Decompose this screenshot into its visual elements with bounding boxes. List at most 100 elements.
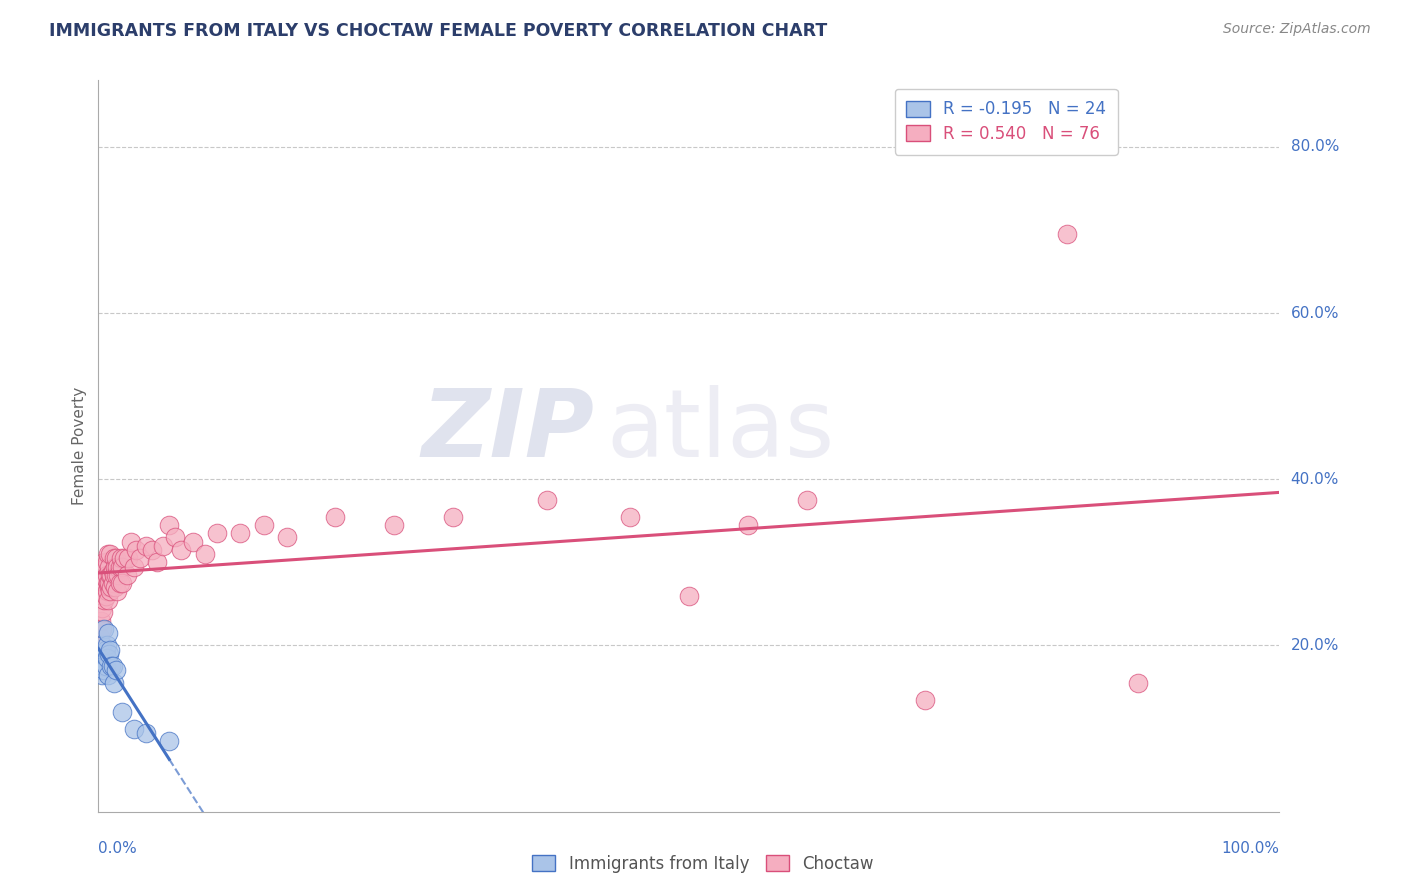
- Point: [97, 592, 120, 607]
- Text: 60.0%: 60.0%: [1291, 306, 1339, 320]
- Text: 0.0%: 0.0%: [98, 841, 138, 856]
- Point: [103, 567, 125, 582]
- Point: [91, 639, 114, 653]
- Point: [98, 576, 121, 591]
- Point: [105, 584, 128, 599]
- Text: Source: ZipAtlas.com: Source: ZipAtlas.com: [1223, 22, 1371, 37]
- Point: [98, 559, 121, 574]
- Point: [536, 493, 558, 508]
- Point: [94, 559, 117, 574]
- Point: [97, 626, 120, 640]
- Point: [152, 539, 174, 553]
- Point: [91, 659, 114, 673]
- Point: [103, 551, 125, 566]
- Legend: R = -0.195   N = 24, R = 0.540   N = 76: R = -0.195 N = 24, R = 0.540 N = 76: [894, 88, 1118, 154]
- Point: [101, 576, 124, 591]
- Point: [96, 555, 118, 569]
- Point: [112, 551, 135, 566]
- Point: [98, 547, 121, 561]
- Point: [104, 580, 127, 594]
- Point: [170, 542, 193, 557]
- Point: [111, 576, 134, 591]
- Point: [678, 589, 700, 603]
- Point: [105, 664, 128, 678]
- Point: [111, 559, 134, 574]
- Point: [135, 725, 157, 739]
- Point: [101, 564, 124, 578]
- Point: [1126, 676, 1149, 690]
- Point: [165, 530, 187, 544]
- Point: [105, 551, 128, 566]
- Point: [96, 639, 118, 653]
- Point: [105, 559, 128, 574]
- Point: [1056, 227, 1078, 241]
- Point: [98, 580, 121, 594]
- Point: [96, 567, 118, 582]
- Point: [90, 614, 112, 628]
- Point: [91, 647, 114, 661]
- Point: [91, 667, 114, 681]
- Point: [91, 601, 114, 615]
- Point: [117, 551, 139, 566]
- Point: [121, 534, 143, 549]
- Point: [97, 667, 120, 681]
- Text: 100.0%: 100.0%: [1222, 841, 1279, 856]
- Point: [115, 567, 138, 582]
- Point: [91, 605, 114, 619]
- Point: [93, 664, 115, 678]
- Point: [229, 526, 252, 541]
- Text: ZIP: ZIP: [422, 385, 595, 477]
- Text: 20.0%: 20.0%: [1291, 638, 1339, 653]
- Point: [93, 592, 115, 607]
- Point: [94, 572, 117, 586]
- Point: [97, 576, 120, 591]
- Text: 40.0%: 40.0%: [1291, 472, 1339, 487]
- Point: [737, 518, 759, 533]
- Point: [323, 509, 346, 524]
- Point: [157, 518, 180, 533]
- Point: [441, 509, 464, 524]
- Point: [914, 692, 936, 706]
- Point: [111, 705, 134, 719]
- Point: [94, 659, 117, 673]
- Point: [93, 576, 115, 591]
- Point: [108, 576, 131, 591]
- Point: [103, 676, 125, 690]
- Point: [91, 622, 114, 636]
- Point: [93, 555, 115, 569]
- Point: [100, 580, 122, 594]
- Point: [122, 722, 145, 736]
- Point: [181, 534, 204, 549]
- Point: [91, 572, 114, 586]
- Text: IMMIGRANTS FROM ITALY VS CHOCTAW FEMALE POVERTY CORRELATION CHART: IMMIGRANTS FROM ITALY VS CHOCTAW FEMALE …: [49, 22, 828, 40]
- Point: [382, 518, 405, 533]
- Point: [101, 659, 124, 673]
- Point: [96, 584, 118, 599]
- Point: [93, 622, 115, 636]
- Point: [157, 734, 180, 748]
- Point: [96, 651, 118, 665]
- Point: [89, 651, 111, 665]
- Point: [91, 589, 114, 603]
- Point: [194, 547, 217, 561]
- Point: [98, 567, 121, 582]
- Point: [253, 518, 276, 533]
- Point: [146, 555, 169, 569]
- Point: [100, 567, 122, 582]
- Legend: Immigrants from Italy, Choctaw: Immigrants from Italy, Choctaw: [526, 848, 880, 880]
- Point: [104, 559, 127, 574]
- Point: [98, 647, 121, 661]
- Point: [94, 589, 117, 603]
- Text: atlas: atlas: [606, 385, 835, 477]
- Point: [98, 584, 121, 599]
- Point: [110, 551, 132, 566]
- Point: [796, 493, 818, 508]
- Point: [125, 542, 148, 557]
- Point: [89, 630, 111, 644]
- Point: [100, 659, 122, 673]
- Point: [98, 642, 121, 657]
- Point: [105, 567, 128, 582]
- Point: [90, 664, 112, 678]
- Point: [91, 580, 114, 594]
- Text: 80.0%: 80.0%: [1291, 139, 1339, 154]
